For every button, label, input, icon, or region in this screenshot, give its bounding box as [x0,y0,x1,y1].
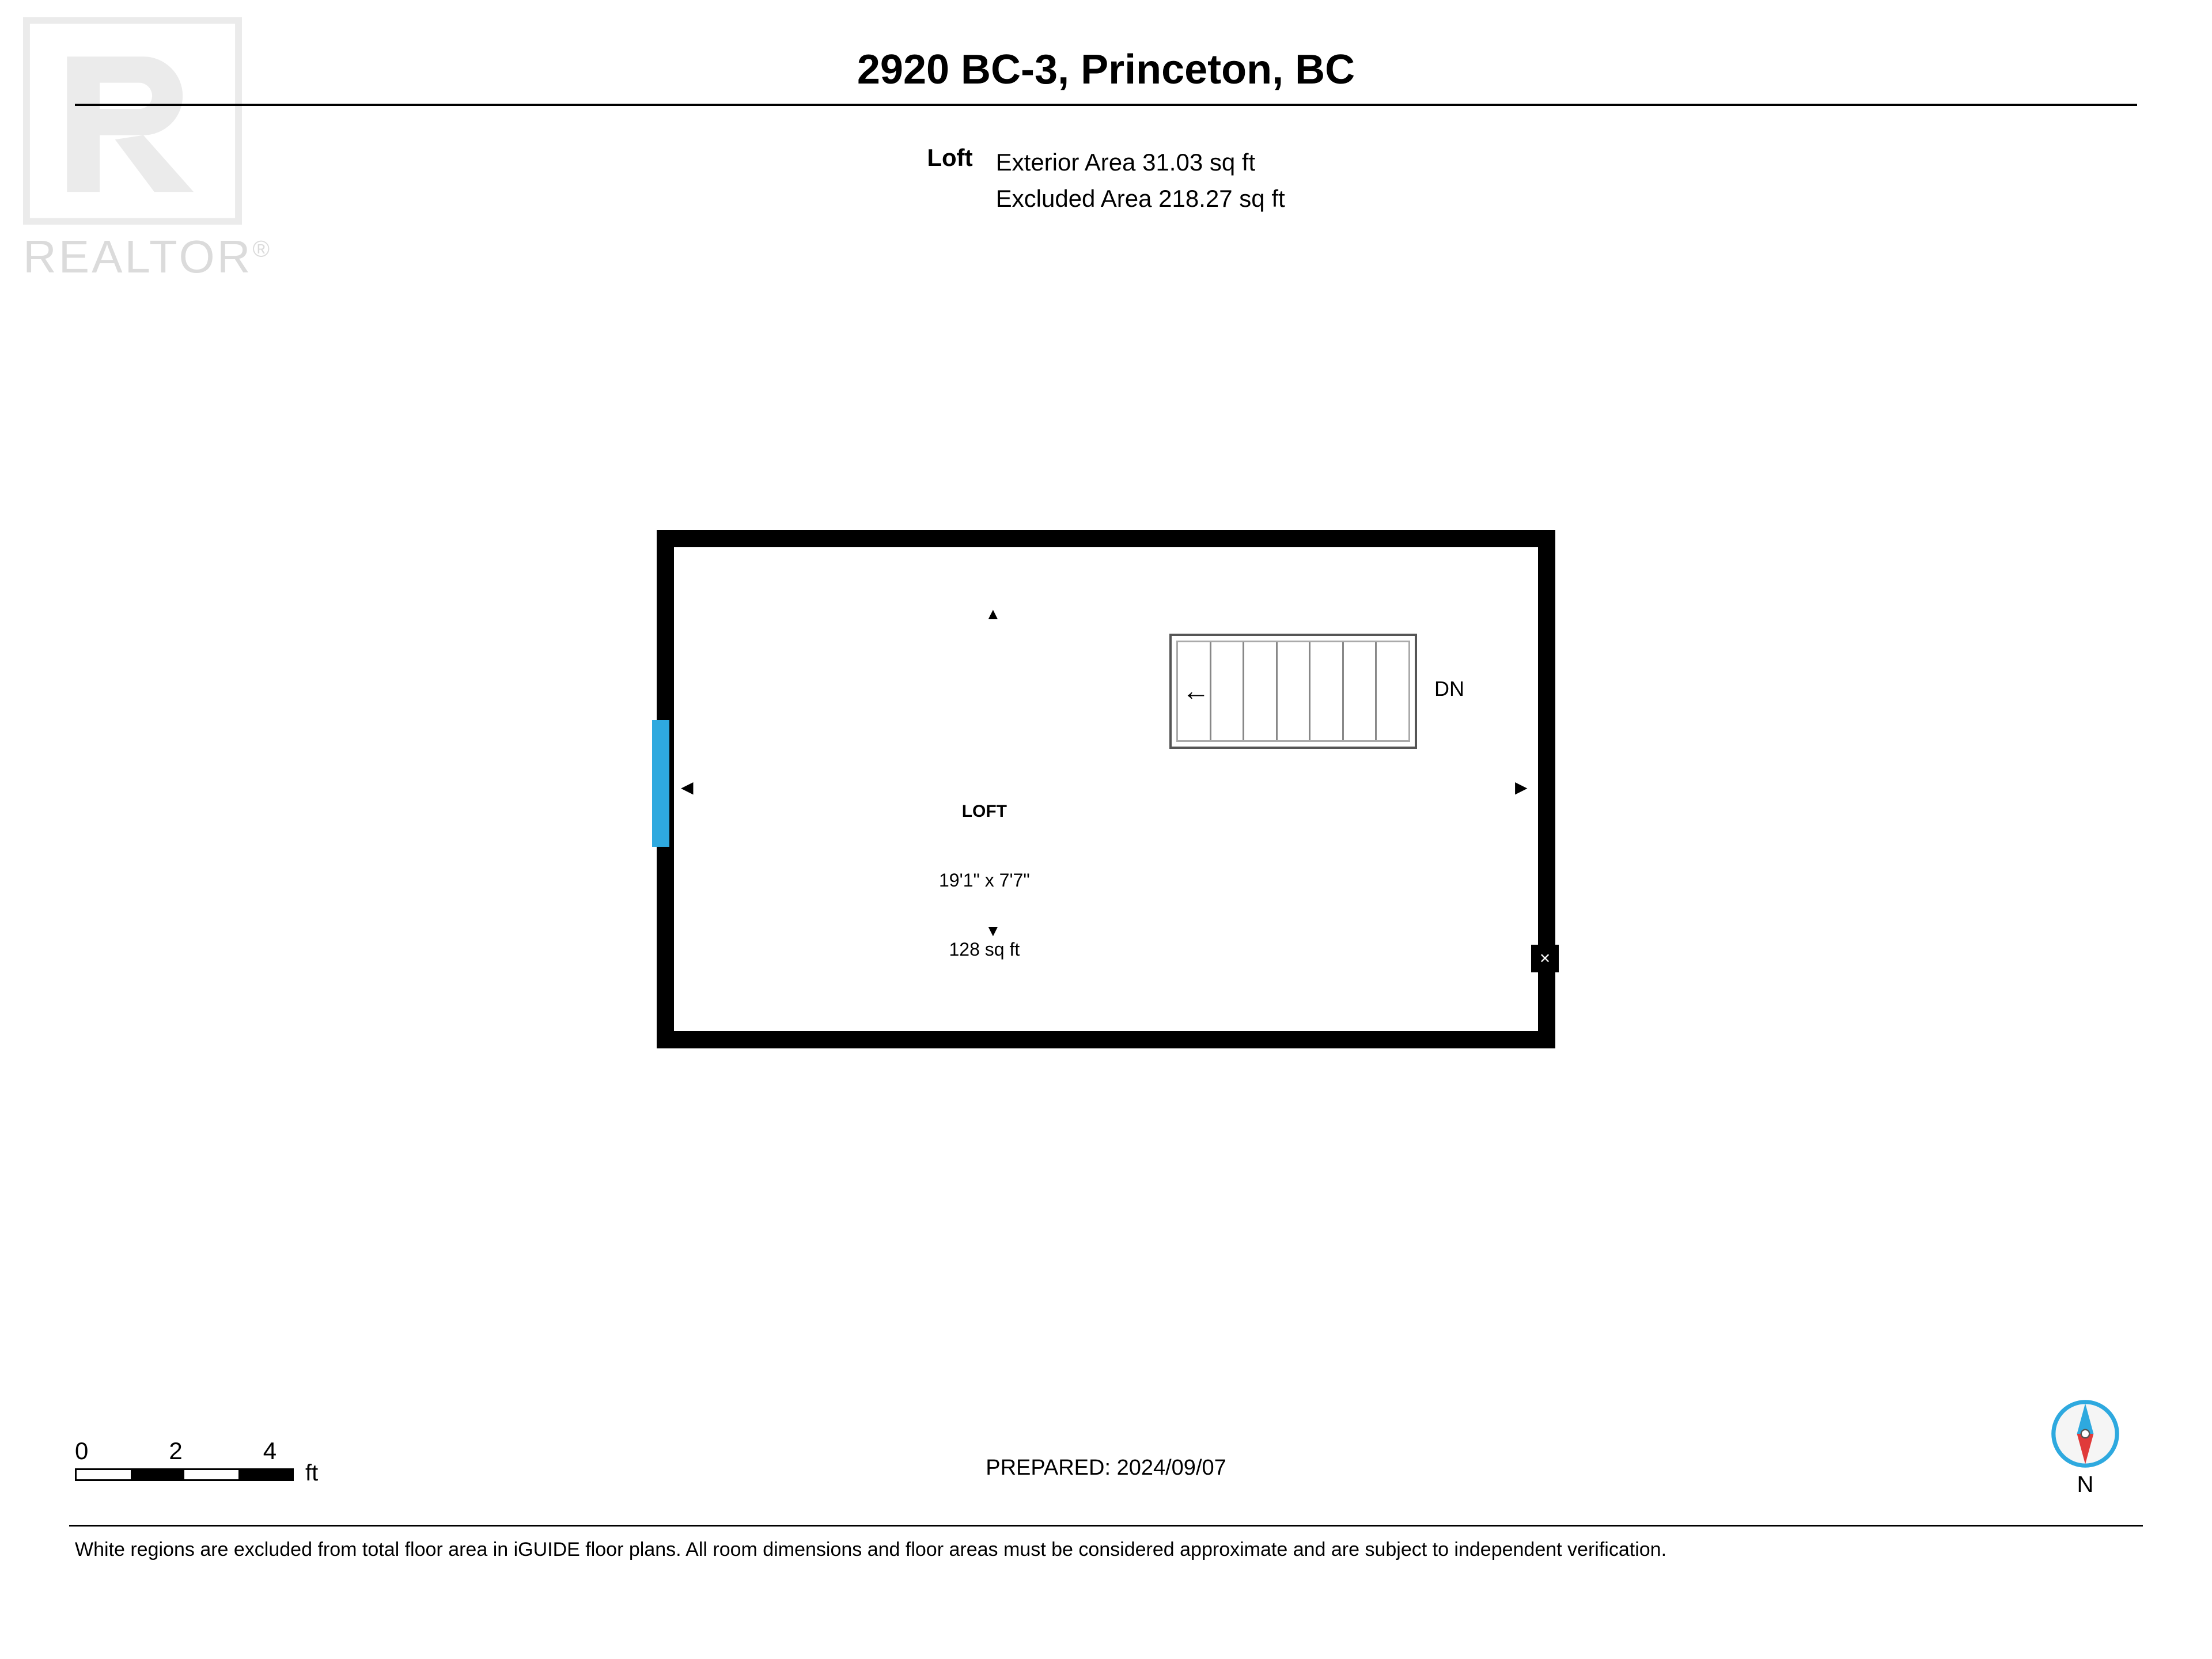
arrow-up-icon: ▲ [985,605,1001,623]
title-rule [75,104,2137,106]
prepared-date: PREPARED: 2024/09/07 [986,1456,1226,1480]
loft-room [657,530,1555,1048]
window [652,720,669,847]
compass-north-label: N [2051,1472,2120,1498]
arrow-down-icon: ▼ [985,922,1001,940]
summary-values: Exterior Area 31.03 sq ft Excluded Area … [996,144,1285,217]
wall-fixture-icon: ✕ [1531,945,1559,972]
room-area: 128 sq ft [939,938,1030,961]
page-title: 2920 BC-3, Princeton, BC [75,46,2137,99]
stairs: ← [1169,634,1417,749]
scale-tick: 2 [169,1437,182,1465]
scale-tick: 0 [75,1437,88,1465]
compass: N [2051,1399,2120,1498]
stairs-inner [1176,641,1410,742]
stairs-dn-label: DN [1434,677,1464,701]
scale-tick: 4 [263,1437,276,1465]
room-label: LOFT 19'1" x 7'7" 128 sq ft [939,755,1030,1007]
header: 2920 BC-3, Princeton, BC [75,46,2137,106]
room-name: LOFT [939,801,1030,823]
summary-label: Loft [927,144,972,217]
excluded-area: Excluded Area 218.27 sq ft [996,180,1285,217]
arrow-left-icon: ◀ [681,778,694,797]
area-summary: Loft Exterior Area 31.03 sq ft Excluded … [927,144,1285,217]
footer-rule [69,1525,2143,1527]
scale-ticks: 0 2 4 [75,1437,318,1465]
compass-icon [2051,1399,2120,1468]
scale-unit: ft [305,1460,318,1486]
exterior-area: Exterior Area 31.03 sq ft [996,144,1285,180]
scale-segments [75,1468,294,1481]
disclaimer: White regions are excluded from total fl… [75,1539,2137,1561]
floor-plan: LOFT 19'1" x 7'7" 128 sq ft ▲ ▼ ◀ ▶ ← DN… [657,530,1555,1048]
scale-bar: 0 2 4 ft [75,1437,318,1486]
room-dims: 19'1" x 7'7" [939,869,1030,892]
realtor-text: REALTOR® [23,230,272,283]
arrow-right-icon: ▶ [1515,778,1528,797]
